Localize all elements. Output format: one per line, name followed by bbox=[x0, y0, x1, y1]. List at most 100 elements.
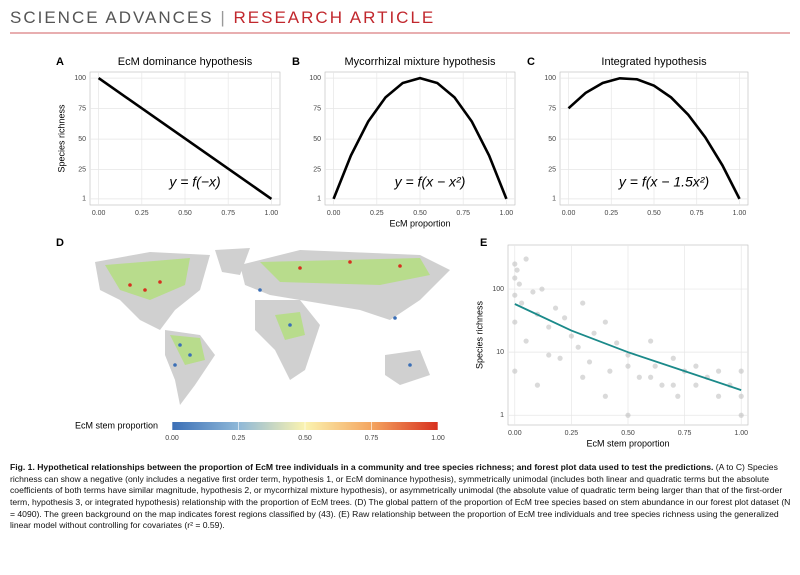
journal: SCIENCE ADVANCES bbox=[10, 8, 214, 27]
point bbox=[652, 363, 658, 369]
curve bbox=[332, 76, 508, 200]
point bbox=[512, 368, 518, 374]
colorbar-tick-label: 0.50 bbox=[298, 435, 312, 442]
point bbox=[675, 393, 681, 399]
point bbox=[670, 355, 676, 361]
y-tick-label: 100 bbox=[492, 286, 504, 293]
point bbox=[738, 368, 744, 374]
x-tick-label: 0.00 bbox=[327, 210, 341, 217]
y-tick-label: 25 bbox=[313, 166, 321, 173]
y-tick-label: 1 bbox=[317, 196, 321, 203]
x-tick-label: 0.50 bbox=[647, 210, 661, 217]
x-tick-label: 1.00 bbox=[265, 210, 279, 217]
y-tick-label: 25 bbox=[78, 166, 86, 173]
panel-title: Integrated hypothesis bbox=[601, 56, 707, 68]
y-tick-label: 50 bbox=[78, 136, 86, 143]
point bbox=[512, 319, 518, 325]
point bbox=[693, 363, 699, 369]
equation: y = f(x − 1.5x²) bbox=[618, 174, 709, 190]
point bbox=[670, 382, 676, 388]
figure: A EcM dominance hypothesis 0.00 0.25 0.50 0.7… bbox=[10, 32, 790, 448]
point bbox=[591, 330, 597, 336]
y-tick-label: 100 bbox=[74, 75, 86, 82]
panel-letter: C bbox=[527, 56, 535, 68]
y-axis-label: Species richness bbox=[474, 300, 484, 369]
caption: Fig. 1. Hypothetical relationships betwe… bbox=[10, 462, 792, 532]
y-tick-label: 100 bbox=[309, 75, 321, 82]
x-tick-label: 0.25 bbox=[604, 210, 618, 217]
point bbox=[715, 368, 722, 374]
trend-line bbox=[514, 303, 742, 391]
point bbox=[648, 374, 654, 380]
point bbox=[557, 355, 563, 361]
point bbox=[512, 261, 518, 267]
y-axis-label: Species richness bbox=[56, 104, 66, 173]
point bbox=[546, 324, 552, 330]
equation: y = f(−x) bbox=[168, 174, 220, 190]
y-tick-label: 100 bbox=[544, 75, 556, 82]
x-tick-label: 1.00 bbox=[734, 430, 748, 437]
x-tick-label: 0.25 bbox=[370, 210, 384, 217]
equation: y = f(x − x²) bbox=[394, 174, 466, 190]
point bbox=[693, 382, 699, 388]
point bbox=[518, 300, 525, 306]
point bbox=[607, 368, 613, 374]
point bbox=[512, 275, 518, 281]
point bbox=[575, 344, 581, 350]
point bbox=[738, 393, 744, 399]
panel-title: EcM dominance hypothesis bbox=[118, 56, 253, 68]
point bbox=[580, 374, 586, 380]
x-axis-label: EcM stem proportion bbox=[586, 438, 669, 448]
world-map bbox=[95, 248, 450, 405]
x-tick-label: 0.75 bbox=[690, 210, 704, 217]
panel-letter: E bbox=[480, 237, 487, 249]
point bbox=[523, 256, 529, 262]
point bbox=[534, 382, 541, 388]
header: SCIENCE ADVANCES | RESEARCH ARTICLE bbox=[10, 8, 436, 27]
x-tick-label: 0.75 bbox=[221, 210, 235, 217]
point bbox=[602, 319, 608, 325]
y-tick-label: 50 bbox=[548, 136, 556, 143]
point bbox=[580, 300, 586, 306]
point bbox=[738, 412, 744, 418]
x-tick-label: 0.00 bbox=[562, 210, 576, 217]
x-tick-label: 0.75 bbox=[456, 210, 470, 217]
point bbox=[625, 352, 631, 358]
y-tick-label: 1 bbox=[552, 196, 556, 203]
y-tick-label: 75 bbox=[313, 105, 321, 112]
point bbox=[568, 333, 574, 339]
y-tick-label: 10 bbox=[496, 349, 504, 356]
point bbox=[523, 338, 529, 344]
caption-title: Fig. 1. Hypothetical relationships betwe… bbox=[10, 462, 714, 472]
point bbox=[546, 352, 552, 358]
panel-letter: B bbox=[292, 56, 300, 68]
colorbar-label: EcM stem proportion bbox=[75, 420, 158, 430]
x-tick-label: 1.00 bbox=[500, 210, 514, 217]
point bbox=[625, 412, 631, 418]
x-tick-label: 0.50 bbox=[413, 210, 427, 217]
point bbox=[514, 267, 520, 273]
x-tick-label: 1.00 bbox=[733, 210, 747, 217]
point bbox=[552, 305, 559, 311]
y-tick-label: 50 bbox=[313, 136, 321, 143]
point bbox=[614, 340, 620, 346]
point bbox=[562, 315, 568, 321]
point bbox=[539, 286, 545, 292]
point bbox=[625, 363, 631, 369]
caption-body: (A to C) Species richness can show a neg… bbox=[10, 462, 791, 531]
point bbox=[648, 338, 654, 344]
colorbar-tick-label: 0.25 bbox=[232, 435, 246, 442]
point bbox=[659, 382, 665, 388]
x-axis-label: EcM proportion bbox=[389, 218, 450, 228]
point bbox=[516, 281, 522, 287]
x-tick-label: 0.25 bbox=[135, 210, 149, 217]
point bbox=[586, 359, 593, 365]
x-tick-label: 0.25 bbox=[565, 430, 579, 437]
panel-title: Mycorrhizal mixture hypothesis bbox=[345, 56, 496, 68]
y-tick-label: 75 bbox=[548, 105, 556, 112]
colorbar-tick-label: 0.75 bbox=[365, 435, 379, 442]
panel-letter: A bbox=[56, 56, 64, 68]
section: RESEARCH ARTICLE bbox=[233, 8, 436, 27]
x-tick-label: 0.75 bbox=[678, 430, 692, 437]
